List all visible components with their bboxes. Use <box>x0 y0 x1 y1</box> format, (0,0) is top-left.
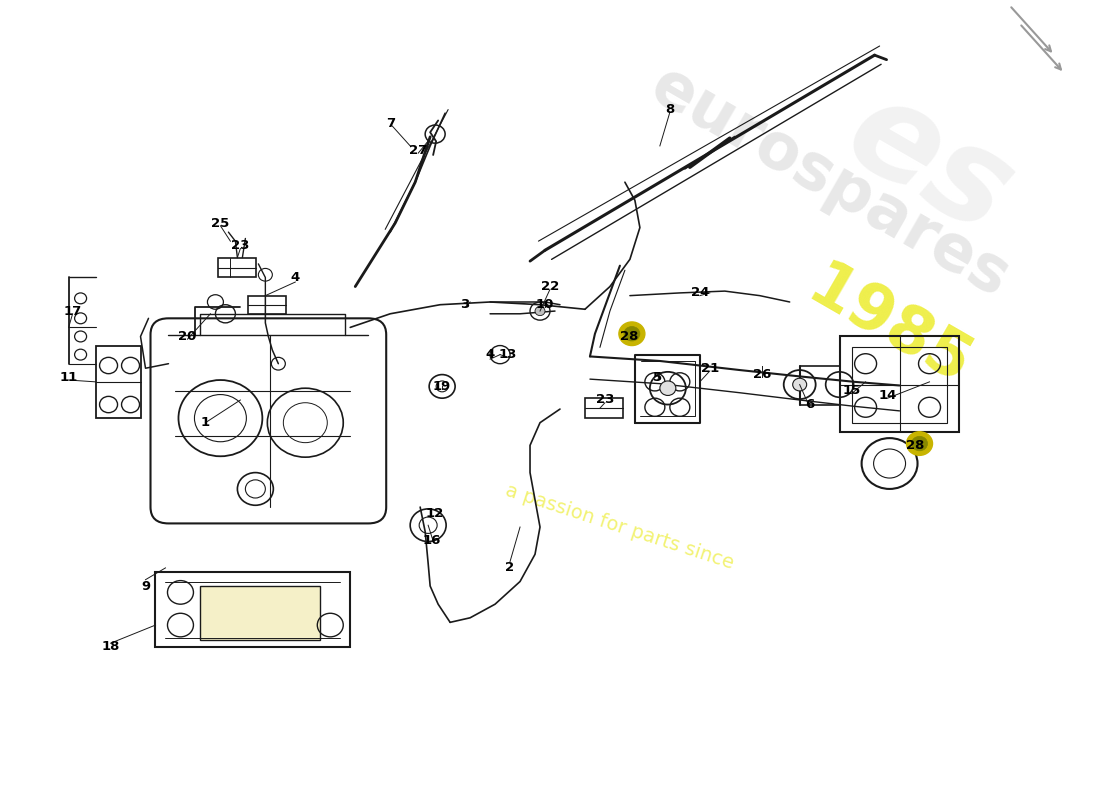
Circle shape <box>535 306 544 316</box>
Bar <box>585 398 623 418</box>
Text: 17: 17 <box>64 305 81 318</box>
Circle shape <box>793 378 806 391</box>
Circle shape <box>624 326 640 341</box>
Bar <box>839 337 959 432</box>
Text: 20: 20 <box>178 330 197 343</box>
Text: 22: 22 <box>541 280 559 293</box>
Text: es: es <box>825 67 1034 261</box>
Text: 23: 23 <box>231 239 250 252</box>
Circle shape <box>912 436 927 451</box>
Text: 8: 8 <box>666 103 674 116</box>
Text: 28: 28 <box>619 330 638 343</box>
Text: 10: 10 <box>536 298 554 311</box>
Text: 13: 13 <box>499 348 517 361</box>
Text: 25: 25 <box>211 217 230 230</box>
Text: 12: 12 <box>426 507 444 520</box>
Text: 26: 26 <box>752 368 771 381</box>
Text: 2: 2 <box>506 562 515 574</box>
Circle shape <box>660 381 675 395</box>
Circle shape <box>619 322 645 346</box>
Text: 16: 16 <box>424 534 441 547</box>
Text: 5: 5 <box>653 371 662 384</box>
Text: 27: 27 <box>409 144 427 157</box>
Text: a passion for parts since: a passion for parts since <box>504 481 737 573</box>
Text: 28: 28 <box>906 439 925 452</box>
Circle shape <box>906 432 933 455</box>
Text: 4: 4 <box>485 348 495 361</box>
Text: 11: 11 <box>59 371 78 384</box>
Bar <box>96 346 141 418</box>
Text: 19: 19 <box>433 380 451 393</box>
Text: 23: 23 <box>596 394 614 406</box>
Text: 14: 14 <box>879 389 896 402</box>
Text: 15: 15 <box>843 385 860 398</box>
Text: 3: 3 <box>461 298 470 311</box>
Text: 18: 18 <box>101 640 120 654</box>
Text: 7: 7 <box>386 117 395 130</box>
Text: 4: 4 <box>290 271 300 284</box>
Text: 6: 6 <box>805 398 814 411</box>
Text: 1985: 1985 <box>798 256 982 398</box>
Text: 1: 1 <box>201 416 210 429</box>
Text: 9: 9 <box>141 579 150 593</box>
Text: 21: 21 <box>701 362 719 374</box>
Bar <box>249 296 286 314</box>
Bar <box>851 347 947 422</box>
Bar <box>219 258 256 278</box>
Text: eurospares: eurospares <box>639 54 1020 310</box>
Bar <box>200 586 320 641</box>
Text: 24: 24 <box>691 286 710 299</box>
Bar <box>155 573 350 647</box>
